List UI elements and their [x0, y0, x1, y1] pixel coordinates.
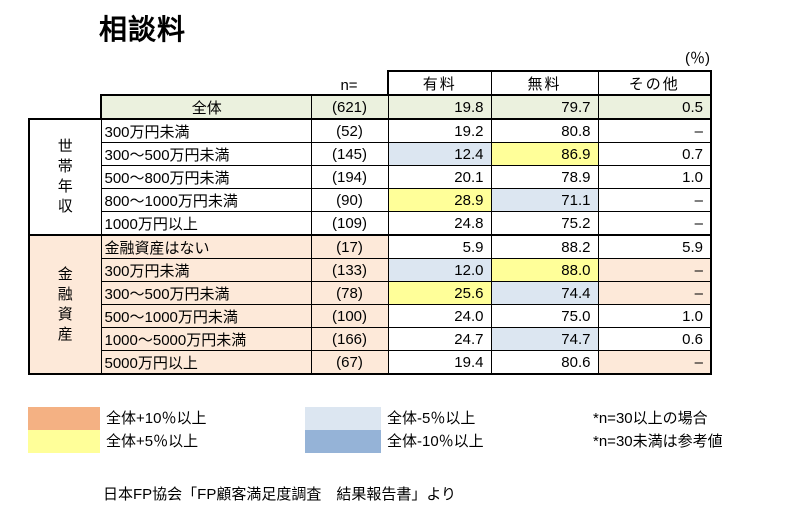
unit-label: (％): [685, 50, 710, 67]
legend-swatch-minus10: [305, 430, 381, 453]
table-row: 500～1000万円未満 (100) 24.0 75.0 1.0: [29, 304, 712, 328]
header-spacer: [29, 71, 311, 95]
paid-value: 12.0: [387, 258, 492, 282]
n-value: (100): [310, 304, 389, 328]
other-value: –: [597, 258, 712, 282]
table-row: 1000～5000万円未満 (166) 24.7 74.7 0.6: [29, 327, 712, 351]
free-value: 75.2: [490, 211, 599, 236]
other-value: 1.0: [597, 304, 712, 328]
paid-value: 19.4: [387, 350, 492, 375]
source-citation: 日本FP協会「FP顧客満足度調査 結果報告書」より: [103, 486, 457, 503]
legend-negative: 全体-5％以上 全体-10％以上: [305, 407, 484, 453]
footnote-n30-over: *n=30以上の場合: [593, 410, 708, 427]
free-value: 74.7: [490, 327, 599, 351]
other-column-header: その他: [597, 70, 712, 96]
other-value: –: [597, 118, 712, 143]
legend-label-minus10: 全体-10％以上: [387, 433, 484, 450]
n-value: (194): [310, 165, 389, 189]
table-row: 500～800万円未満 (194) 20.1 78.9 1.0: [29, 165, 712, 189]
row-label: 500～1000万円未満: [100, 304, 312, 328]
paid-value: 24.0: [387, 304, 492, 328]
paid-value: 5.9: [387, 234, 492, 259]
other-value: 0.6: [597, 327, 712, 351]
legend-label-plus10: 全体+10％以上: [106, 410, 207, 427]
other-value: 5.9: [597, 234, 712, 259]
paid-value: 24.8: [387, 211, 492, 236]
row-label: 300万円未満: [100, 258, 312, 282]
other-value: –: [597, 188, 712, 212]
free-value: 88.2: [490, 234, 599, 259]
free-value: 71.1: [490, 188, 599, 212]
n-value: (78): [310, 281, 389, 305]
other-value: 1.0: [597, 165, 712, 189]
n-value: (145): [310, 142, 389, 166]
page-title: 相談料: [99, 14, 187, 45]
legend-swatch-plus5: [28, 430, 100, 453]
overall-paid-value: 19.8: [387, 94, 492, 120]
paid-value: 28.9: [387, 188, 492, 212]
overall-other-value: 0.5: [597, 94, 712, 120]
table-row: 世帯年収 300万円未満 (52) 19.2 80.8–: [28, 118, 712, 236]
paid-value: 12.4: [387, 142, 492, 166]
free-value: 75.0: [490, 304, 599, 328]
row-label: 金融資産はない: [100, 234, 312, 259]
n-column-header: n=: [340, 77, 358, 94]
overall-n-value: (621): [310, 94, 389, 120]
legend-swatch-plus10: [28, 407, 100, 430]
n-value: (133): [310, 258, 389, 282]
free-value: 80.6: [490, 350, 599, 375]
footnotes: *n=30以上の場合 *n=30未満は参考値: [593, 407, 723, 453]
row-label: 5000万円以上: [100, 350, 312, 375]
row-label: 300万円未満: [100, 118, 312, 143]
legend-swatch-minus5: [305, 407, 381, 430]
row-label: 300～500万円未満: [100, 142, 312, 166]
group-spacer: [29, 95, 101, 119]
other-value: –: [597, 350, 712, 375]
legend-positive: 全体+10％以上 全体+5％以上: [28, 407, 206, 453]
row-label: 300～500万円未満: [100, 281, 312, 305]
n-value: (17): [310, 234, 389, 259]
table-row: 300～500万円未満 (78) 25.6 74.4–: [29, 281, 712, 305]
overall-row-label: 全体: [100, 94, 312, 120]
n-value: (109): [310, 211, 389, 236]
group-label: 世帯年収: [28, 118, 102, 236]
other-value: 0.7: [597, 142, 712, 166]
table-row: 300～500万円未満 (145) 12.4 86.9 0.7: [29, 142, 712, 166]
table-row: 金融資産金融資産はない (17) 5.9 88.2 5.9: [28, 234, 712, 375]
row-label: 1000～5000万円未満: [100, 327, 312, 351]
n-value: (67): [310, 350, 389, 375]
footnote-n30-under: *n=30未満は参考値: [593, 433, 723, 450]
paid-value: 24.7: [387, 327, 492, 351]
free-value: 88.0: [490, 258, 599, 282]
row-label: 500～800万円未満: [100, 165, 312, 189]
paid-value: 25.6: [387, 281, 492, 305]
paid-column-header: 有料: [387, 70, 492, 96]
other-value: –: [597, 281, 712, 305]
consultation-fee-table: n= 有料 無料 その他 全体 (621) 19.8 79.7 0.5 世帯年収 300万円未満 (5…: [28, 70, 712, 375]
free-value: 78.9: [490, 165, 599, 189]
table-row: 5000万円以上 (67) 19.4 80.6–: [29, 350, 712, 375]
overall-free-value: 79.7: [490, 94, 599, 120]
paid-value: 20.1: [387, 165, 492, 189]
table-row: 300万円未満 (133) 12.0 88.0–: [29, 258, 712, 282]
group-label: 金融資産: [28, 234, 102, 375]
legend-label-plus5: 全体+5％以上: [106, 433, 199, 450]
other-value: –: [597, 211, 712, 236]
n-value: (52): [310, 118, 389, 143]
free-column-header: 無料: [490, 70, 599, 96]
table-row: 1000万円以上 (109) 24.8 75.2–: [29, 211, 712, 236]
paid-value: 19.2: [387, 118, 492, 143]
table-row: 800～1000万円未満 (90) 28.9 71.1–: [29, 188, 712, 212]
free-value: 80.8: [490, 118, 599, 143]
row-label: 800～1000万円未満: [100, 188, 312, 212]
free-value: 86.9: [490, 142, 599, 166]
n-value: (90): [310, 188, 389, 212]
row-label: 1000万円以上: [100, 211, 312, 236]
legend-label-minus5: 全体-5％以上: [387, 410, 476, 427]
free-value: 74.4: [490, 281, 599, 305]
n-value: (166): [310, 327, 389, 351]
